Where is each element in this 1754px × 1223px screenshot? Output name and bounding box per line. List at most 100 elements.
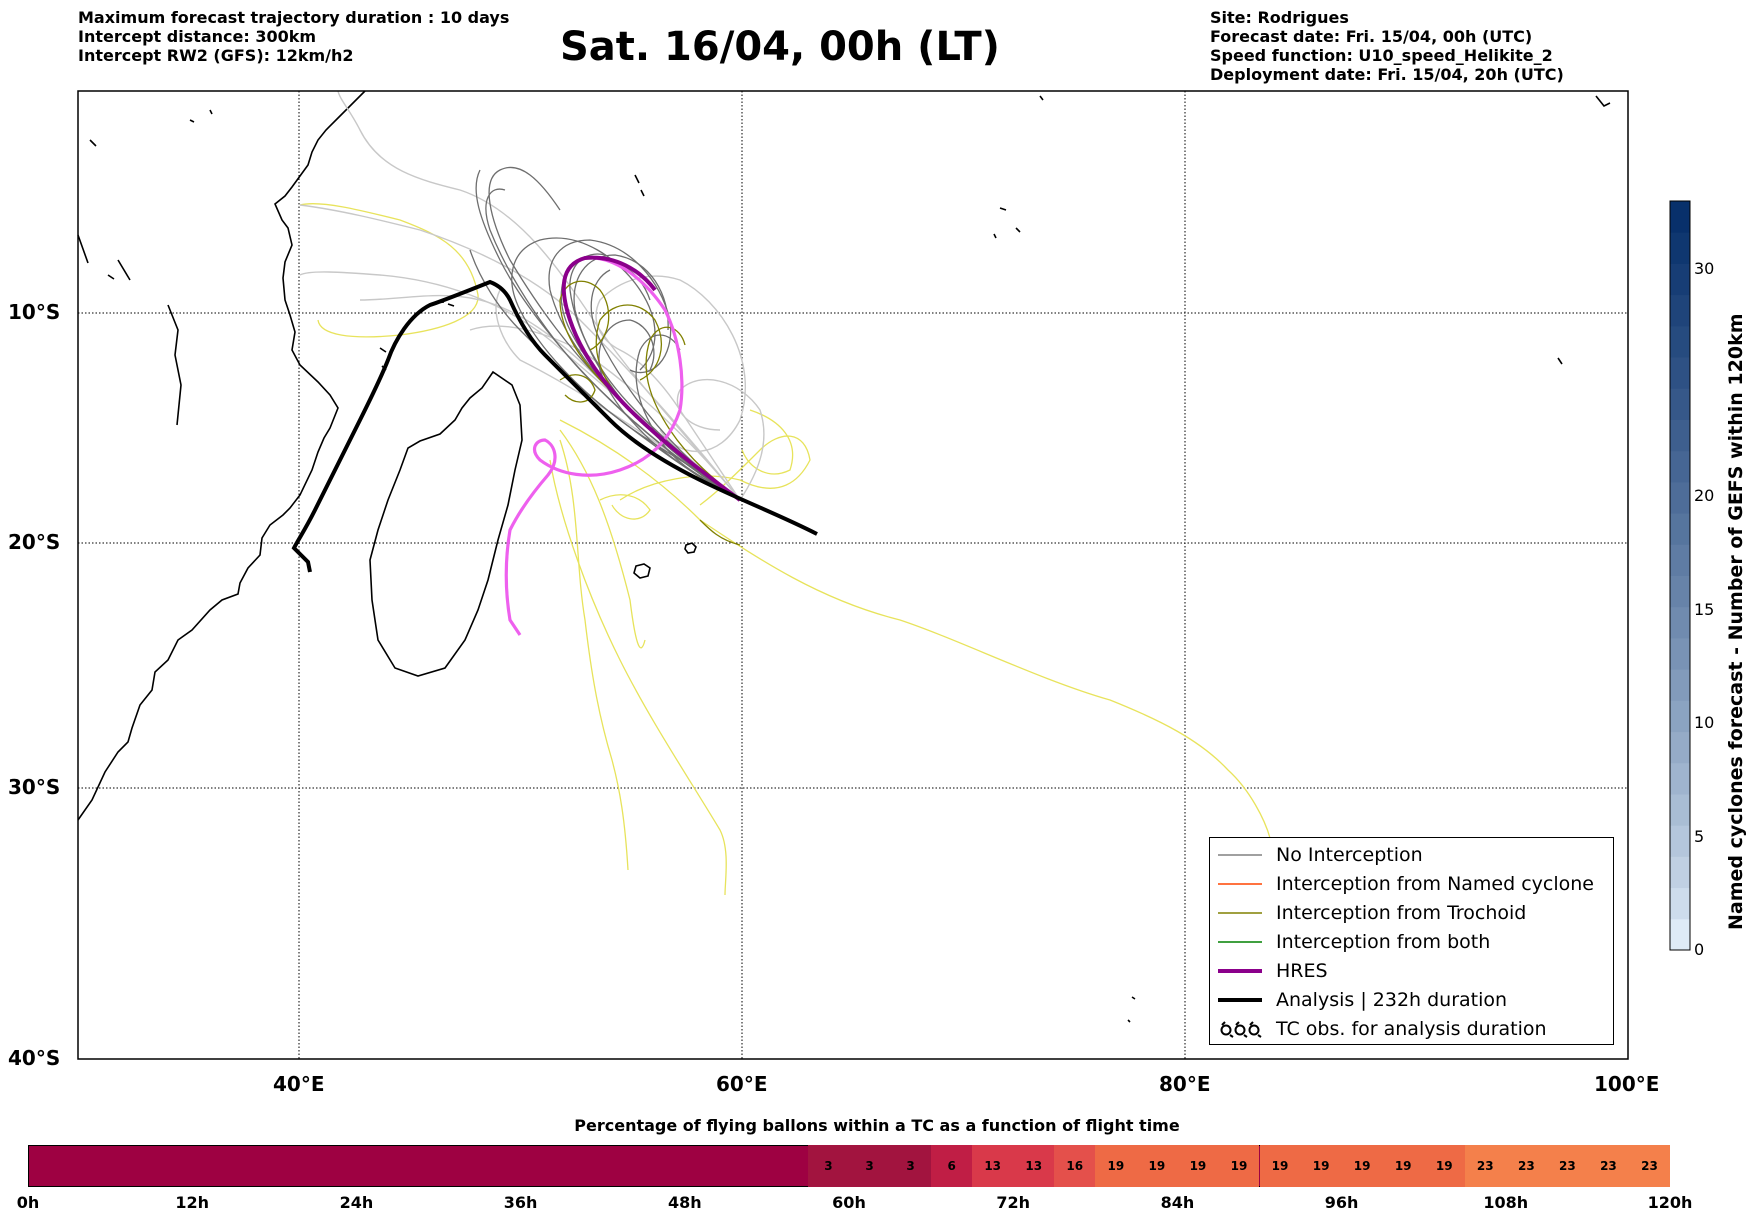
info-line: Speed function: U10_speed_Helikite_2 [1210,46,1553,65]
colorbar-segment [1670,606,1690,639]
colorbar-tick-label: 10 [1694,713,1715,733]
legend-label: HRES [1276,959,1328,982]
reunion [684,542,697,554]
colorbar-segment [1670,513,1690,545]
colorbar-segment [1670,544,1690,576]
bar-cell-value: 23 [1505,1145,1547,1187]
lat-label: 20°S [8,530,61,554]
bar-cell-value: 3 [807,1145,849,1187]
colorbar-tick-label: 15 [1694,599,1715,619]
colorbar-segment [1670,325,1690,358]
colorbar-segment [1670,918,1690,951]
lat-label: 10°S [8,300,61,324]
lon-label: 60°E [716,1072,768,1096]
colorbar-segment [1670,450,1690,483]
lat-label: 40°S [8,1046,61,1070]
colorbar-segment [1670,232,1690,264]
yellow-trajectories [299,203,1271,896]
lon-label: 40°E [273,1072,325,1096]
colorbar-segment [1670,263,1690,296]
colorbar-tick-label: 5 [1694,826,1705,846]
colorbar-label: Named cyclones forecast - Number of GEFS… [1725,313,1747,930]
bar-cell-value: 19 [1259,1145,1301,1187]
africa-coast [77,90,366,821]
mauritius [633,563,651,579]
seychelles [634,174,1021,239]
madagascar-coast [369,370,523,677]
colorbar-segment [1670,357,1690,389]
bar-cell-value: 19 [1095,1145,1137,1187]
bar-cell-value: 19 [1177,1145,1219,1187]
bar-cell-value: 3 [890,1145,932,1187]
colorbar-segment [1670,637,1690,670]
lon-label: 80°E [1159,1072,1211,1096]
bar-tick-label: 60h [832,1193,866,1212]
info-line: Deployment date: Fri. 15/04, 20h (UTC) [1210,65,1564,84]
bottom-bar-title: Percentage of flying ballons within a TC… [574,1116,1180,1135]
bar-tick-label: 0h [16,1193,40,1212]
info-line: Forecast date: Fri. 15/04, 00h (UTC) [1210,27,1533,46]
bar-cell-value: 19 [1341,1145,1383,1187]
bar-tick-label: 84h [1160,1193,1195,1212]
colorbar-segment [1670,887,1690,920]
bar-cell-value: 23 [1628,1145,1670,1187]
colorbar-segment [1670,793,1690,826]
colorbar-segment [1670,856,1690,889]
map-grid [78,91,1628,1059]
bar-cell-value: 19 [1136,1145,1178,1187]
lat-label: 30°S [8,775,61,799]
bar-tick-label: 96h [1324,1193,1359,1212]
bar-tick-label: 12h [175,1193,210,1212]
legend-label: Interception from both [1276,930,1491,953]
info-line: Intercept RW2 (GFS): 12km/h2 [78,46,354,65]
bar-cell-value: 23 [1587,1145,1629,1187]
colorbar-tick-label: 0 [1694,940,1705,959]
bar-cell-value: 23 [1464,1145,1506,1187]
colorbar-tick-label: 30 [1694,259,1715,279]
map-frame [77,90,1629,1060]
bar-cell-value: 13 [972,1145,1014,1187]
info-line: Intercept distance: 300km [78,27,317,46]
bar-cell-value: 19 [1382,1145,1424,1187]
colorbar-tick-label: 20 [1694,486,1715,506]
bar-cell-value: 19 [1300,1145,1342,1187]
legend-item: Interception from both [1218,927,1613,956]
info-line: Maximum forecast trajectory duration : 1… [78,8,510,27]
info-line: Site: Rodrigues [1210,8,1349,27]
colorbar-segment [1670,575,1690,608]
legend-label: Interception from Named cyclone [1276,872,1594,895]
tc-symbol-icon [1218,1018,1262,1040]
analysis-trajectory [291,279,818,573]
legend-item: HRES [1218,956,1613,985]
legend-item: Interception from Trochoid [1218,898,1613,927]
header-right-info: Site: Rodrigues Forecast date: Fri. 15/0… [1210,8,1564,84]
colorbar-segment [1670,700,1690,733]
colorbar-segment [1670,419,1690,452]
legend-label: No Interception [1276,843,1423,866]
bar-tick-label: 120h [1647,1193,1693,1212]
bar-tick-label: 24h [339,1193,374,1212]
legend-label: Interception from Trochoid [1276,901,1527,924]
legend-item: Interception from Named cyclone [1218,869,1613,898]
bar-tick-label: 48h [667,1193,702,1212]
page-title: Sat. 16/04, 00h (LT) [560,24,1000,70]
colorbar-segment [1670,825,1690,857]
east-africa-islands [77,109,213,426]
lon-label: 100°E [1594,1072,1660,1096]
bar-cell-value: 3 [849,1145,891,1187]
header-left-info: Maximum forecast trajectory duration : 1… [78,8,509,65]
colorbar-cyclones [1669,200,1691,951]
olive-trajectories [559,280,741,546]
legend-item: No Interception [1218,840,1613,869]
bar-tick-label: 108h [1483,1193,1529,1212]
colorbar-segment [1670,388,1690,420]
bar-cell-value: 19 [1218,1145,1260,1187]
colorbar-segment [1670,201,1690,233]
bar-tick-label: 36h [503,1193,538,1212]
colorbar-segment [1670,762,1690,795]
colorbar-segment [1670,669,1690,701]
legend-label: TC obs. for analysis duration [1276,1017,1547,1040]
bar-cell-value: 19 [1423,1145,1465,1187]
colorbar-frame [1669,200,1691,951]
